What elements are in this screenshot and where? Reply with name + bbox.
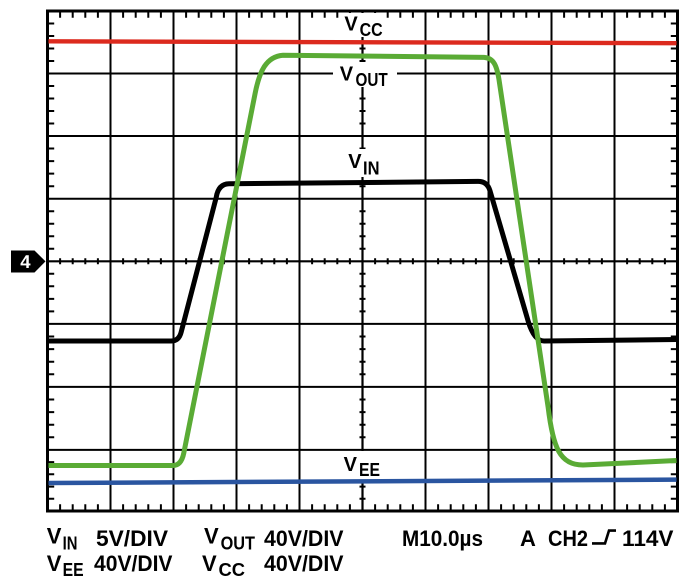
svg-text:V: V	[202, 551, 217, 576]
svg-text:V: V	[47, 551, 62, 576]
svg-text:IN: IN	[363, 158, 380, 178]
svg-text:5V/DIV: 5V/DIV	[96, 526, 168, 551]
svg-text:OUT: OUT	[221, 534, 255, 554]
svg-text:A: A	[520, 526, 536, 551]
svg-text:V: V	[47, 523, 62, 548]
svg-text:114V: 114V	[622, 526, 674, 551]
svg-text:40V/DIV: 40V/DIV	[264, 526, 344, 551]
svg-text:V: V	[344, 454, 358, 476]
svg-text:V: V	[340, 63, 354, 85]
svg-text:IN: IN	[63, 534, 78, 554]
svg-text:40V/DIV: 40V/DIV	[264, 551, 344, 576]
svg-text:EE: EE	[63, 560, 84, 580]
svg-text:M10.0µs: M10.0µs	[402, 526, 483, 551]
svg-text:V: V	[204, 523, 219, 548]
svg-text:CC: CC	[219, 560, 246, 580]
svg-text:4: 4	[20, 251, 31, 272]
svg-text:V: V	[344, 14, 358, 36]
svg-text:EE: EE	[359, 460, 380, 480]
svg-text:CH2: CH2	[548, 526, 588, 551]
svg-text:40V/DIV: 40V/DIV	[94, 551, 173, 576]
svg-text:CC: CC	[360, 20, 383, 40]
svg-text:V: V	[348, 151, 362, 173]
svg-text:OUT: OUT	[356, 70, 388, 90]
